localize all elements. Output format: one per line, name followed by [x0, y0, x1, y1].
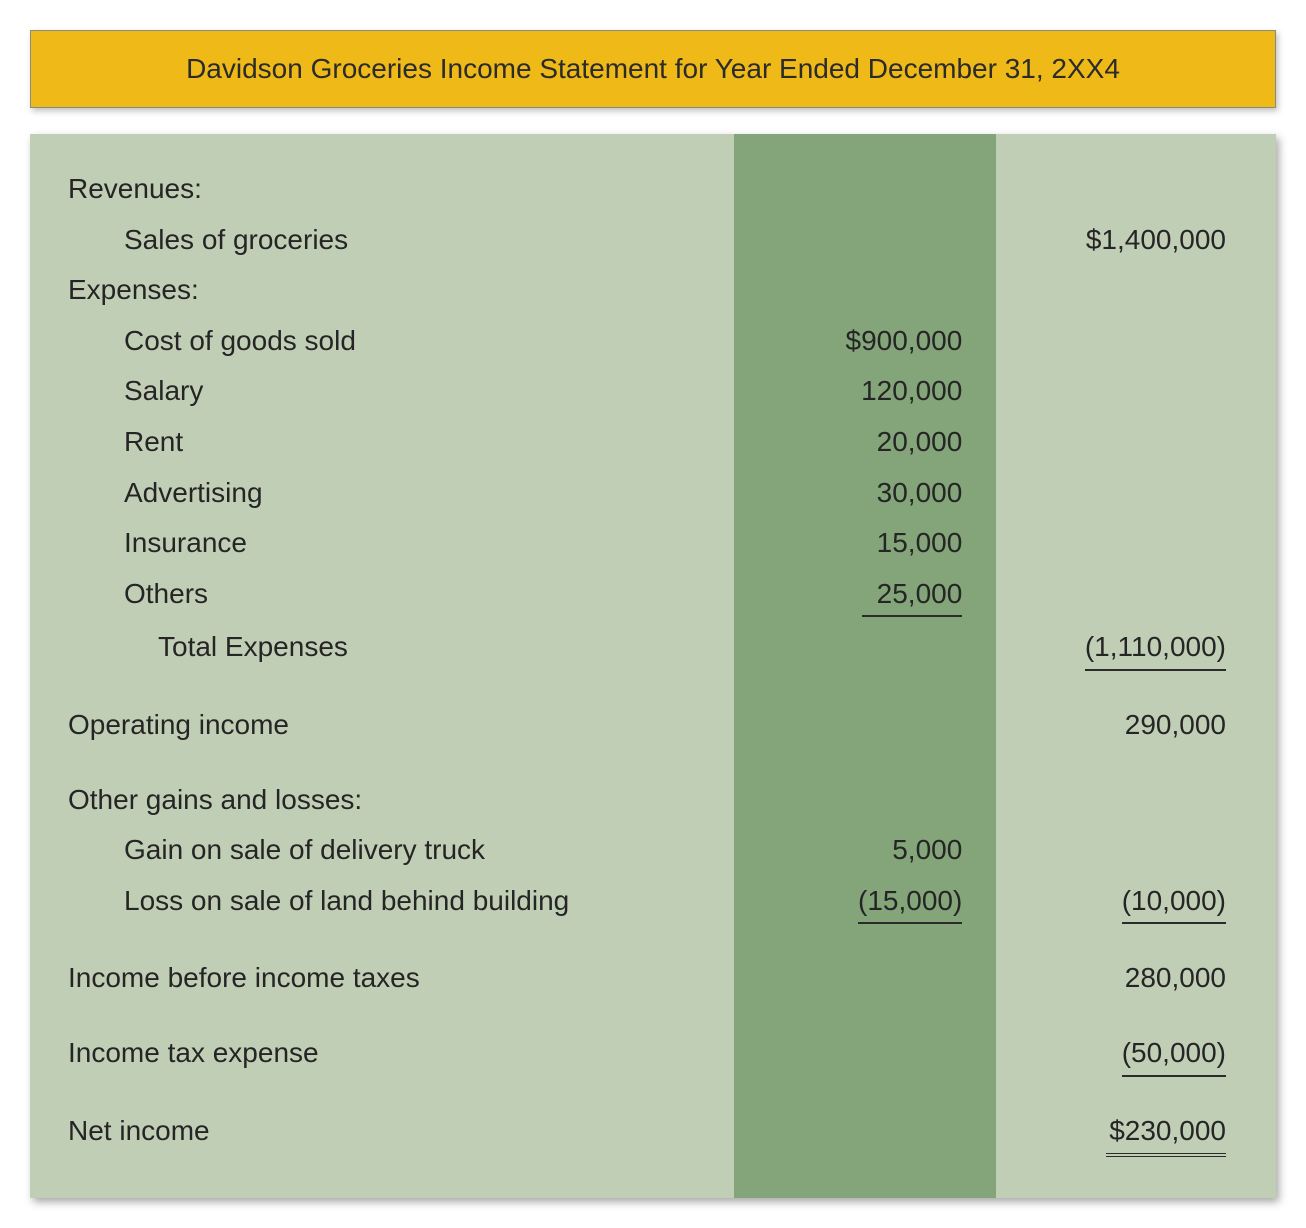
row-mid-value: 5,000: [747, 825, 993, 876]
row-label: Expenses:: [68, 265, 747, 316]
table-row: Insurance15,000: [68, 518, 1238, 569]
row-right-value: (1,110,000): [992, 622, 1238, 676]
spacer-row: [68, 751, 1238, 775]
spacer-row: [68, 1082, 1238, 1106]
row-mid-value: (15,000): [747, 876, 993, 930]
row-right-value: [992, 164, 1238, 215]
table-row: Cost of goods sold$900,000: [68, 316, 1238, 367]
income-statement-container: Davidson Groceries Income Statement for …: [30, 30, 1276, 1198]
row-mid-value: [747, 700, 993, 751]
row-mid-value: [747, 265, 993, 316]
row-right-value: [992, 417, 1238, 468]
row-right-value: [992, 468, 1238, 519]
row-mid-value: [747, 1106, 993, 1163]
row-label: Others: [68, 569, 747, 623]
row-label: Advertising: [68, 468, 747, 519]
statement-body: Revenues:Sales of groceries $1,400,000 Exp…: [30, 134, 1276, 1198]
table-row: Total Expenses (1,110,000): [68, 622, 1238, 676]
table-row: Expenses:: [68, 265, 1238, 316]
table-row: Loss on sale of land behind building(15,…: [68, 876, 1238, 930]
row-right-value: [992, 265, 1238, 316]
row-right-value: [992, 569, 1238, 623]
spacer-row: [68, 929, 1238, 953]
row-right-value: [992, 316, 1238, 367]
row-mid-value: [747, 1028, 993, 1082]
table-row: Advertising30,000: [68, 468, 1238, 519]
table-row: Rent20,000: [68, 417, 1238, 468]
row-label: Rent: [68, 417, 747, 468]
table-row: Operating income 290,000: [68, 700, 1238, 751]
row-mid-value: [747, 215, 993, 266]
row-mid-value: [747, 622, 993, 676]
table-row: Salary120,000: [68, 366, 1238, 417]
row-label: Income before income taxes: [68, 953, 747, 1004]
row-label: Insurance: [68, 518, 747, 569]
row-label: Operating income: [68, 700, 747, 751]
spacer-row: [68, 1004, 1238, 1028]
row-label: Gain on sale of delivery truck: [68, 825, 747, 876]
row-right-value: $230,000: [992, 1106, 1238, 1163]
table-row: Other gains and losses:: [68, 775, 1238, 826]
statement-title: Davidson Groceries Income Statement for …: [30, 30, 1276, 108]
row-label: Net income: [68, 1106, 747, 1163]
row-mid-value: 20,000: [747, 417, 993, 468]
row-label: Total Expenses: [68, 622, 747, 676]
row-right-value: $1,400,000: [992, 215, 1238, 266]
table-row: Gain on sale of delivery truck5,000: [68, 825, 1238, 876]
row-mid-value: 25,000: [747, 569, 993, 623]
income-statement-table: Revenues:Sales of groceries $1,400,000 Exp…: [68, 164, 1238, 1162]
row-label: Sales of groceries: [68, 215, 747, 266]
table-row: Sales of groceries $1,400,000: [68, 215, 1238, 266]
row-label: Loss on sale of land behind building: [68, 876, 747, 930]
table-row: Revenues:: [68, 164, 1238, 215]
row-label: Other gains and losses:: [68, 775, 747, 826]
row-mid-value: 15,000: [747, 518, 993, 569]
spacer-row: [68, 676, 1238, 700]
table-row: Income tax expense (50,000): [68, 1028, 1238, 1082]
row-label: Cost of goods sold: [68, 316, 747, 367]
row-right-value: [992, 825, 1238, 876]
row-right-value: [992, 775, 1238, 826]
row-mid-value: [747, 775, 993, 826]
row-label: Salary: [68, 366, 747, 417]
row-mid-value: 30,000: [747, 468, 993, 519]
row-right-value: (50,000): [992, 1028, 1238, 1082]
row-mid-value: $900,000: [747, 316, 993, 367]
row-right-value: 290,000: [992, 700, 1238, 751]
row-right-value: [992, 366, 1238, 417]
table-row: Others25,000: [68, 569, 1238, 623]
row-mid-value: [747, 953, 993, 1004]
row-label: Income tax expense: [68, 1028, 747, 1082]
row-label: Revenues:: [68, 164, 747, 215]
row-right-value: [992, 518, 1238, 569]
row-mid-value: 120,000: [747, 366, 993, 417]
table-row: Net income $230,000: [68, 1106, 1238, 1163]
row-right-value: (10,000): [992, 876, 1238, 930]
table-row: Income before income taxes 280,000: [68, 953, 1238, 1004]
row-right-value: 280,000: [992, 953, 1238, 1004]
row-mid-value: [747, 164, 993, 215]
